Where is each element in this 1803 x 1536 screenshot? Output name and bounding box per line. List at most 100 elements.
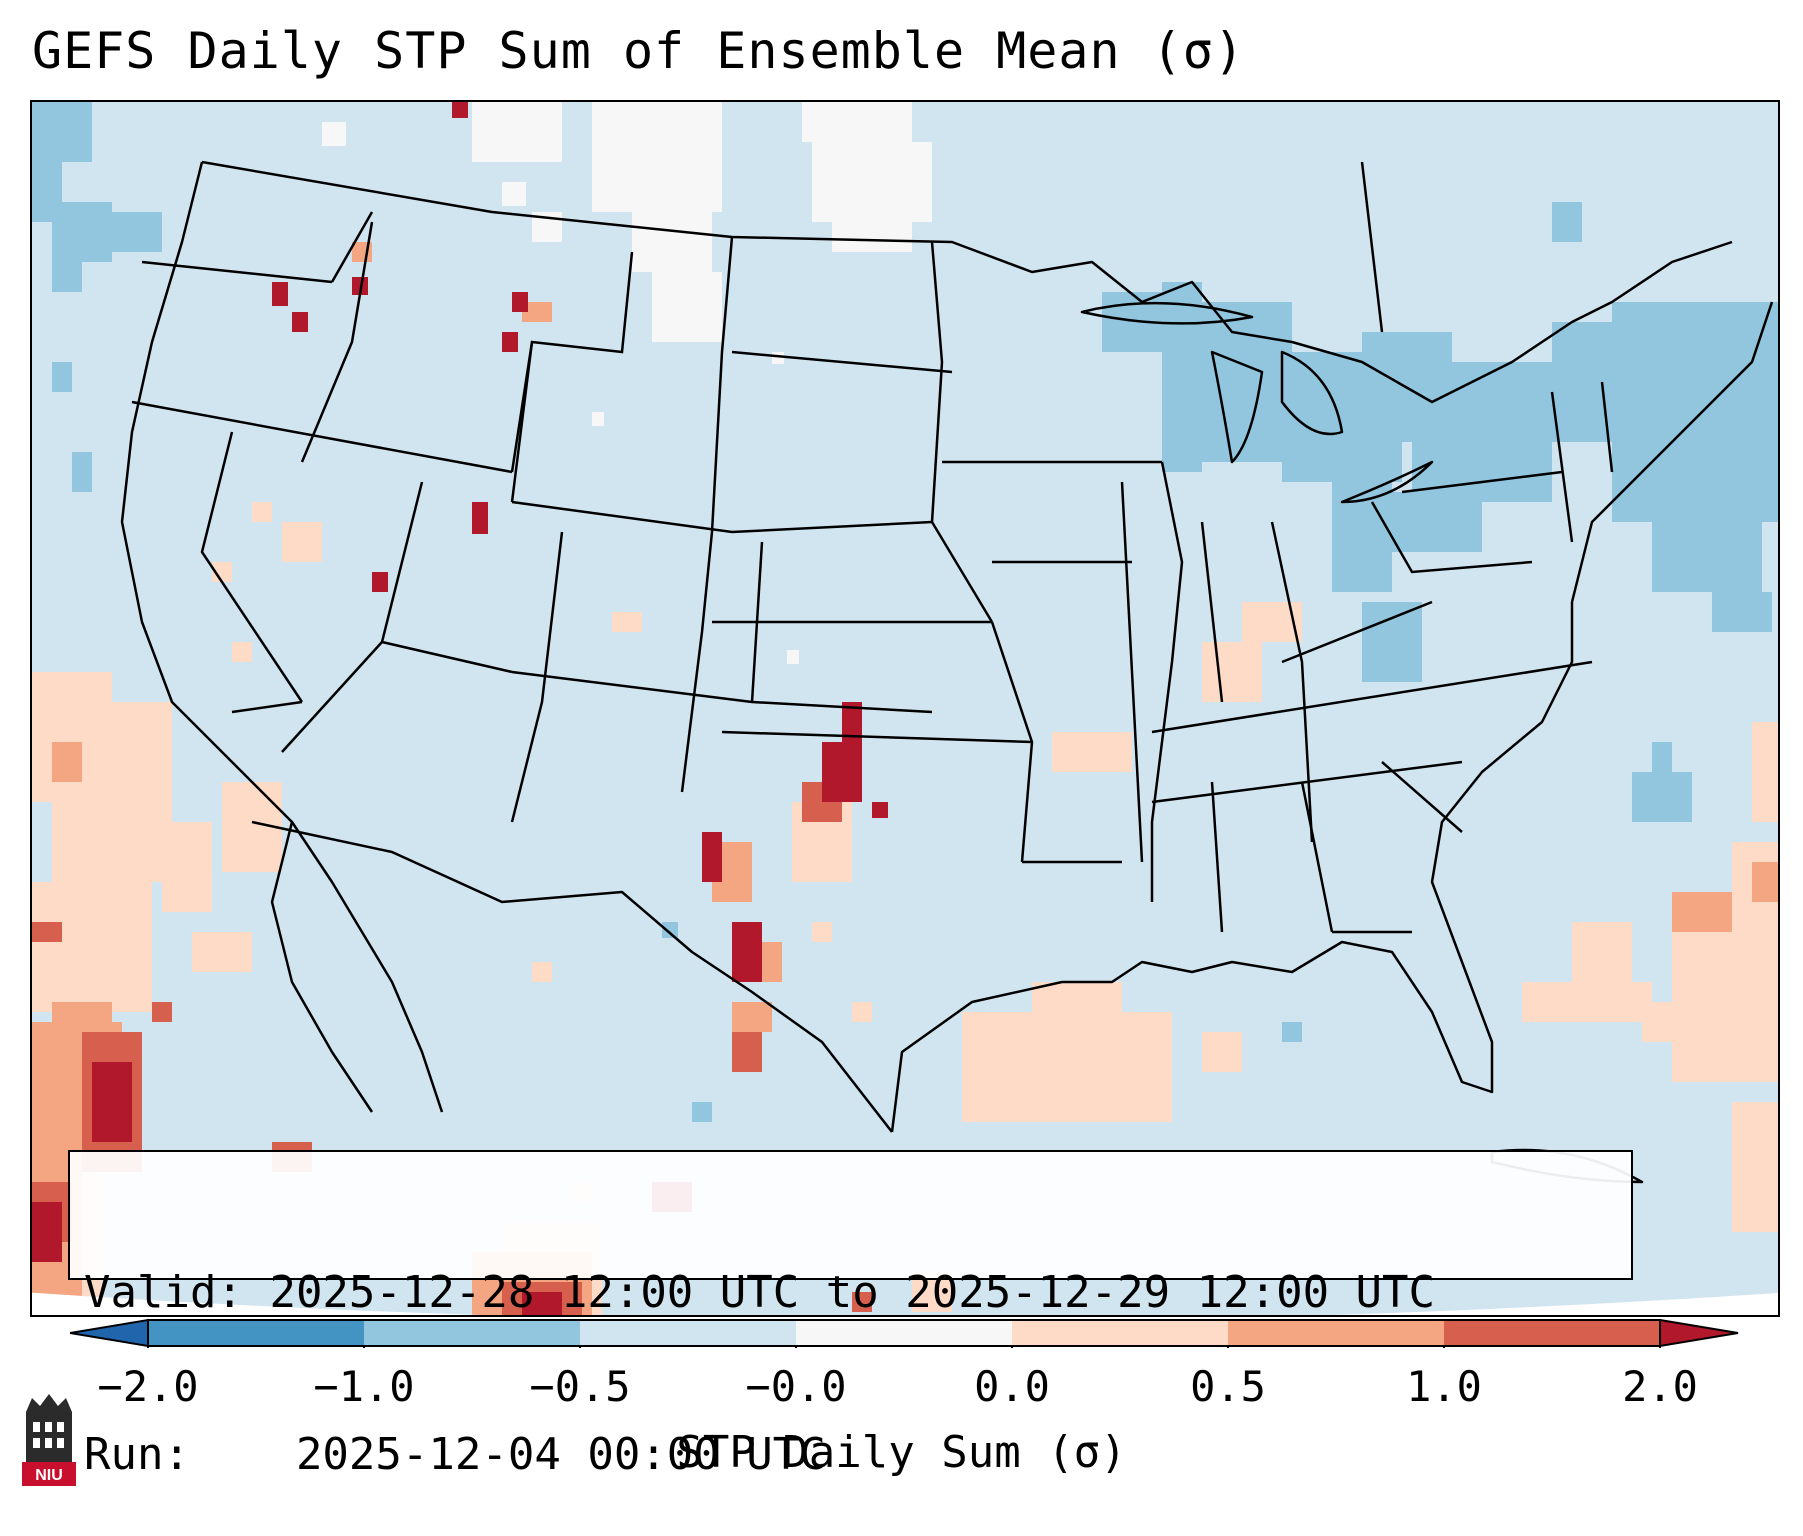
cell	[1672, 922, 1778, 1082]
state-line	[1381, 761, 1463, 833]
state-line	[231, 700, 303, 714]
cell	[1162, 282, 1202, 472]
cell	[162, 822, 212, 912]
cell	[322, 122, 346, 146]
east-coast	[1570, 301, 1774, 603]
state-line	[141, 260, 333, 284]
cell	[212, 562, 232, 582]
cell	[52, 702, 172, 882]
run-value: 2025-12-04 00:00 UTC	[295, 1429, 826, 1480]
niu-tower-logo-icon: NIU	[20, 1392, 78, 1488]
state-line	[1281, 600, 1433, 664]
state-line	[1151, 660, 1593, 734]
valid-run-info-box: Valid: 2025-12-28 12:00 UTC to 2025-12-2…	[68, 1150, 1633, 1480]
colorbar-tick-label: −0.5	[529, 1362, 631, 1411]
state-line	[680, 236, 734, 793]
cell	[812, 922, 832, 942]
cell	[852, 1002, 872, 1022]
cell	[1332, 442, 1392, 592]
us-mexico-border	[251, 820, 893, 1133]
cell	[32, 882, 152, 1012]
cell	[787, 650, 799, 664]
state-line	[131, 400, 513, 474]
state-line	[1360, 161, 1384, 333]
cell	[282, 522, 322, 562]
cell	[1052, 732, 1132, 772]
cell	[1362, 602, 1422, 682]
cell	[512, 292, 528, 312]
state-line	[1150, 661, 1174, 902]
cell	[292, 312, 308, 332]
cell	[702, 832, 722, 882]
cell	[92, 212, 162, 252]
baja	[270, 821, 374, 1113]
cell	[372, 572, 388, 592]
colorbar-tick-label: 1.0	[1406, 1362, 1482, 1411]
cell	[32, 102, 92, 162]
cell	[772, 352, 784, 364]
state-lines	[131, 161, 1614, 934]
cell	[72, 452, 92, 492]
cell	[732, 1002, 772, 1032]
cell	[822, 742, 862, 802]
state-line	[381, 640, 513, 674]
state-line	[510, 531, 564, 823]
canada-us-border	[201, 160, 1733, 404]
state-line	[1300, 781, 1334, 933]
cell	[352, 277, 368, 295]
lake-superior	[1080, 301, 1254, 325]
cell	[732, 1032, 762, 1072]
cell	[472, 502, 488, 534]
cell	[192, 932, 252, 972]
cell	[692, 1102, 712, 1122]
cell	[962, 1012, 1172, 1122]
cell	[522, 302, 552, 322]
colorbar-svg	[69, 1318, 1739, 1356]
cell	[1732, 1102, 1778, 1232]
state-line	[200, 431, 304, 703]
colorbar-over-arrow	[1659, 1318, 1739, 1348]
cell	[632, 212, 712, 272]
colorbar-tick-label: 2.0	[1622, 1362, 1698, 1411]
cell	[92, 1062, 132, 1142]
state-line	[300, 221, 374, 463]
cell	[1672, 892, 1732, 932]
colorbar-label: STP Daily Sum (σ)	[676, 1427, 1127, 1478]
cell	[592, 412, 604, 426]
run-row: Run: 2025-12-04 00:00 UTC	[84, 1428, 1617, 1482]
cell	[612, 612, 642, 632]
colorbar-tick-label: 0.0	[974, 1362, 1050, 1411]
colorbar	[69, 1318, 1740, 1356]
colorbar-bin	[1444, 1320, 1660, 1346]
colorbar-bin	[580, 1320, 796, 1346]
cell	[1572, 922, 1632, 982]
cell	[272, 282, 288, 306]
cell	[652, 272, 722, 342]
valid-value: 2025-12-28 12:00 UTC to 2025-12-29 12:00…	[269, 1267, 1436, 1318]
state-line	[1210, 781, 1224, 933]
colorbar-bin	[1012, 1320, 1228, 1346]
cell	[472, 102, 562, 162]
cell	[52, 262, 82, 292]
state-line	[330, 211, 374, 283]
cell	[1242, 602, 1302, 642]
colorbar-tick-label: −2.0	[97, 1362, 199, 1411]
cell	[502, 182, 526, 206]
state-line	[1401, 470, 1563, 494]
colorbar-tick-label: −1.0	[313, 1362, 415, 1411]
state-line	[1370, 501, 1533, 574]
colorbar-tick-label: −0.0	[745, 1362, 847, 1411]
chart-title: GEFS Daily STP Sum of Ensemble Mean (σ)	[32, 22, 1245, 80]
state-line	[1160, 461, 1184, 663]
colorbar-under-arrow	[69, 1318, 149, 1348]
colorbar-bin	[796, 1320, 1012, 1346]
state-line	[990, 621, 1034, 863]
cell	[802, 102, 912, 142]
lake-huron-erie	[1280, 350, 1434, 504]
state-line	[930, 241, 994, 623]
state-line	[751, 700, 933, 714]
cell	[1652, 522, 1762, 592]
state-line	[1151, 760, 1463, 804]
cell	[1282, 1022, 1302, 1042]
anomaly-cells	[32, 102, 1778, 1315]
